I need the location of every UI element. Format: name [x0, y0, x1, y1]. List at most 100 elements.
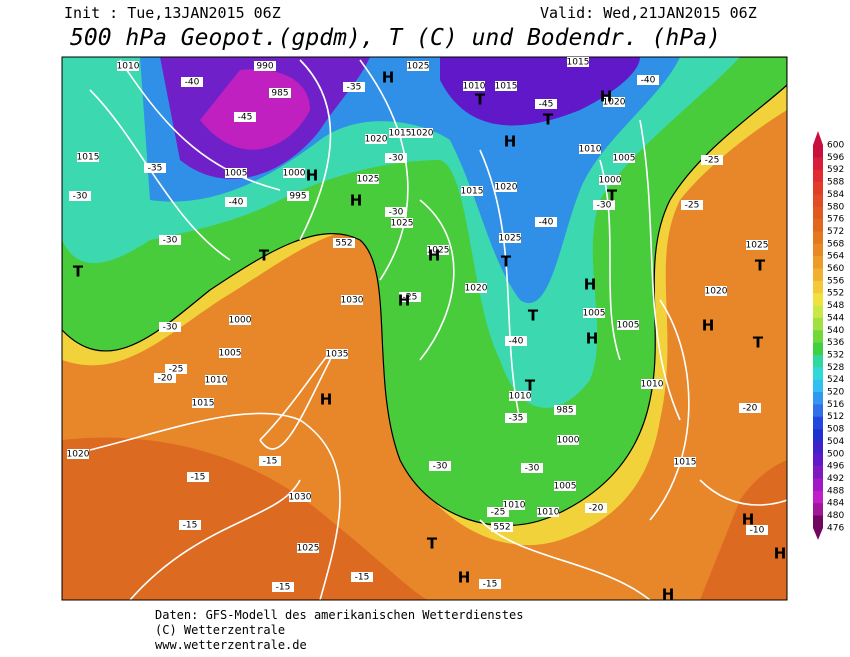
- map-title: 500 hPa Geopot.(gpdm), T (C) und Bodendr…: [70, 25, 721, 51]
- label-box: [159, 322, 181, 332]
- colorbar-label: 592: [827, 165, 844, 175]
- colorbar-arrow: [813, 527, 823, 540]
- colorbar-swatch: [813, 169, 823, 183]
- contour-label: -15: [355, 573, 370, 583]
- colorbar: 600 596 592 588 584 580 576 572 568 564 560 556 552 5…: [813, 131, 844, 540]
- map-frame: [61, 56, 788, 601]
- contour-label: 995: [289, 192, 306, 202]
- contour-label: 1020: [411, 129, 434, 139]
- contour-label: -30: [73, 192, 88, 202]
- colorbar-swatch: [813, 354, 823, 368]
- label-box: [187, 472, 209, 482]
- footer-line: Daten: GFS-Modell des amerikanischen Wet…: [155, 608, 523, 622]
- contour-label: -40: [539, 218, 554, 228]
- contour-label: 1020: [67, 450, 90, 460]
- colorbar-label: 540: [827, 326, 844, 336]
- contour-label: -25: [705, 156, 720, 166]
- contour-label: -35: [509, 414, 524, 424]
- label-box: [219, 348, 241, 358]
- contour-label: 1020: [465, 284, 488, 294]
- label-box: [234, 112, 256, 122]
- label-box: [67, 449, 89, 459]
- colorbar-swatch: [813, 404, 823, 417]
- pressure-center: T: [73, 263, 84, 281]
- colorbar-label: 488: [827, 486, 844, 496]
- contour-label: -30: [433, 462, 448, 472]
- label-box: [491, 522, 513, 532]
- label-box: [499, 233, 521, 243]
- pressure-center: H: [504, 133, 517, 151]
- contour-label: -15: [263, 457, 278, 467]
- colorbar-swatch: [813, 503, 823, 516]
- label-box: [681, 200, 703, 210]
- contour-label: 990: [256, 62, 273, 72]
- pressure-center: H: [600, 88, 613, 106]
- colorbar-swatch: [813, 293, 823, 306]
- colorbar-swatch: [813, 317, 823, 331]
- pressure-center: T: [525, 377, 536, 395]
- contour-label: 1025: [357, 175, 380, 185]
- contour-label: -45: [539, 100, 554, 110]
- label-box: [411, 128, 433, 138]
- colorbar-swatch: [813, 330, 823, 343]
- label-box: [269, 88, 291, 98]
- pressure-center: H: [306, 167, 319, 185]
- pressure-center: T: [475, 91, 486, 109]
- contour-label: 1025: [297, 544, 320, 554]
- label-box: [583, 308, 605, 318]
- label-box: [746, 525, 768, 535]
- label-box: [535, 217, 557, 227]
- colorbar-swatch: [813, 466, 823, 479]
- isobars: [89, 59, 787, 600]
- contour-label: -40: [185, 78, 200, 88]
- contour-label: 1010: [537, 508, 560, 518]
- contour-label: -30: [597, 201, 612, 211]
- colorbar-label: 516: [827, 400, 844, 410]
- label-box: [154, 373, 176, 383]
- label-box: [287, 191, 309, 201]
- colorbar-label: 548: [827, 301, 844, 311]
- label-box: [585, 503, 607, 513]
- contour-label: 985: [271, 89, 288, 99]
- pressure-center: H: [458, 569, 471, 587]
- label-box: [746, 240, 768, 250]
- label-box: [179, 520, 201, 530]
- label-box: [385, 153, 407, 163]
- contour-label: 1020: [603, 98, 626, 108]
- contour-label: 1005: [554, 482, 577, 492]
- contour-label: 1020: [495, 183, 518, 193]
- label-box: [181, 77, 203, 87]
- label-box: [225, 197, 247, 207]
- label-box: [77, 152, 99, 162]
- pressure-center: H: [428, 247, 441, 265]
- contour-label: 1020: [705, 287, 728, 297]
- warm-region: [700, 460, 787, 600]
- label-box: [465, 283, 487, 293]
- pressure-center: H: [586, 330, 599, 348]
- label-box: [389, 128, 411, 138]
- colorbar-swatch: [813, 453, 823, 467]
- colorbar-swatch: [813, 280, 823, 294]
- contour-label: 1005: [219, 349, 242, 359]
- contour-label: 1015: [461, 187, 484, 197]
- colorbar-label: 572: [827, 227, 844, 237]
- colorbar-swatch: [813, 441, 823, 455]
- label-box: [554, 405, 576, 415]
- contour-label: -15: [183, 521, 198, 531]
- contour-label: 1015: [567, 58, 590, 68]
- contour-label: 1015: [77, 153, 100, 163]
- colorbar-swatch: [813, 194, 823, 208]
- colorbar-swatch: [813, 515, 823, 529]
- colorbar-label: 480: [827, 511, 844, 521]
- contour-label: 1000: [229, 316, 252, 326]
- label-box: [674, 457, 696, 467]
- init-text: Init : Tue,13JAN2015 06Z: [64, 4, 281, 22]
- contour-label: -30: [389, 208, 404, 218]
- colorbar-swatch: [813, 157, 823, 170]
- label-box: [225, 168, 247, 178]
- label-box: [365, 134, 387, 144]
- pressure-center: H: [702, 317, 715, 335]
- colorbar-label: 524: [827, 375, 844, 385]
- label-box: [144, 163, 166, 173]
- contour-label: -30: [389, 154, 404, 164]
